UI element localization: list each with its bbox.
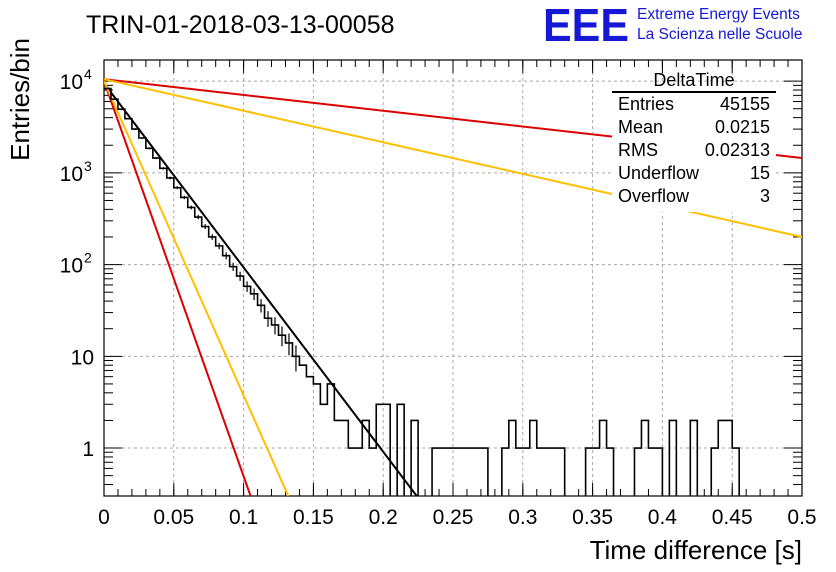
x-tick-label: 0.4 [648, 506, 678, 529]
eee-logo: EEE [543, 0, 629, 51]
stats-label: Underflow [618, 163, 700, 183]
x-tick-label: 0.05 [153, 506, 194, 529]
stats-rows: Entries 45155 Mean 0.0215 RMS 0.02313Underflo… [618, 94, 770, 206]
x-tick-label: 0.45 [712, 506, 753, 529]
logo-line-2: La Scienza nelle Scuole [637, 26, 802, 43]
stats-box: DeltaTime Entries 45155 Mean 0.0215 RMS 0.023… [612, 70, 776, 212]
y-tick-exponent: 4 [84, 66, 92, 82]
histogram-outline [104, 87, 740, 496]
y-tick-label: 10 [60, 71, 83, 94]
x-tick-label: 0.2 [369, 506, 398, 529]
y-tick-label: 1 [82, 438, 94, 461]
stats-value: 15 [750, 163, 770, 183]
stats-label: Mean [618, 117, 663, 137]
stats-value: 3 [760, 186, 770, 206]
fit-line [104, 80, 252, 496]
y-tick-label: 10 [71, 346, 94, 369]
x-tick-label: 0.5 [787, 506, 816, 529]
stats-label: Entries [618, 94, 674, 114]
stats-value: 0.02313 [705, 140, 770, 160]
fit-line [104, 80, 290, 496]
logo-line-1: Extreme Energy Events [637, 6, 800, 23]
histogram [104, 87, 740, 496]
y-tick-label: 10 [60, 255, 83, 278]
x-tick-label: 0.3 [508, 506, 537, 529]
stats-label: Overflow [618, 186, 690, 206]
stats-box-background [612, 84, 776, 212]
x-tick-label: 0.15 [293, 506, 334, 529]
x-tick-label: 0.35 [572, 506, 613, 529]
x-tick-label: 0 [98, 506, 110, 529]
stats-value: 45155 [720, 94, 770, 114]
stats-label: RMS [618, 140, 658, 160]
histogram-title: TRIN-01-2018-03-13-00058 [86, 11, 395, 39]
x-axis-title: Time difference [s] [590, 535, 802, 565]
x-tick-label: 0.1 [229, 506, 258, 529]
fit-line [104, 82, 418, 496]
stats-box-name: DeltaTime [653, 70, 734, 90]
x-tick-labels: 0 0.05 0.1 0.15 0.2 0.25 0.3 0.35 0.4 0.45 0.5 [98, 506, 816, 529]
stats-value: 0.0215 [715, 117, 770, 137]
y-axis-title: Entries/bin [5, 38, 35, 161]
x-tick-label: 0.25 [433, 506, 474, 529]
y-tick-exponent: 2 [84, 250, 92, 266]
y-tick-exponent: 3 [84, 158, 92, 174]
y-tick-label: 10 [60, 163, 83, 186]
